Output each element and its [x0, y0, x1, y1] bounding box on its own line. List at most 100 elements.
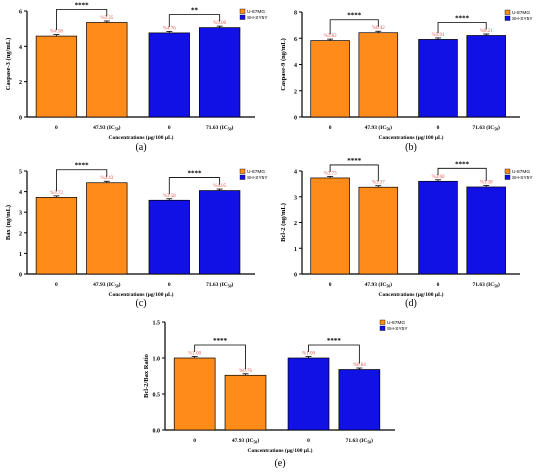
panel-caption: (d) [405, 298, 417, 309]
significance-bracket [194, 344, 246, 370]
value-label: %3.37 [372, 181, 385, 186]
bar [418, 180, 458, 275]
significance-marker: ** [191, 7, 199, 15]
x-tick-subscript: 50 [386, 128, 390, 132]
legend-swatch [379, 319, 386, 325]
value-label: %3.38 [480, 180, 493, 185]
value-label: %3.73 [324, 171, 337, 176]
value-label: %5.35 [100, 16, 113, 21]
y-tick-label: 0 [294, 273, 297, 279]
legend-label: U-87MG [512, 10, 530, 16]
panel-b: 0 2 4 6 8 Caspase-9 (ng/mL) %5.82 0 %6.42 47.93 (… [280, 9, 533, 153]
x-tick-text: 47.93 (IC [93, 281, 115, 288]
x-axis-label: Concentrations (µg/100 µL) [378, 291, 443, 298]
y-tick-label: 0 [19, 116, 22, 122]
x-tick-text: 0 [168, 125, 171, 131]
bar [173, 357, 216, 431]
legend-swatch [379, 325, 386, 331]
bar [199, 190, 241, 275]
x-tick-subscript: 50 [115, 128, 119, 132]
x-tick-label: 47.93 (IC50) [232, 437, 260, 445]
x-tick-label: 47.93 (IC50) [93, 124, 121, 132]
significance-bracket [56, 169, 108, 192]
x-tick-close: ) [371, 437, 373, 444]
y-axis-label: Bax (ng/mL) [5, 205, 12, 240]
x-tick-text: 71.63 (IC [473, 124, 495, 131]
y-tick-label: 4 [19, 190, 22, 196]
y-tick-label: 2 [294, 221, 297, 227]
significance-marker: **** [187, 170, 202, 178]
value-label: %4.05 [213, 184, 226, 189]
significance-bracket [329, 164, 379, 182]
value-label: %5.91 [432, 33, 445, 38]
value-label: %1.00 [302, 352, 315, 357]
bar [35, 35, 78, 118]
x-tick-label: 0 [55, 125, 58, 131]
legend-label: U-87MG [512, 169, 530, 175]
y-tick-label: 1 [19, 252, 22, 258]
x-tick-label: 0 [329, 125, 332, 131]
x-tick-subscript: 50 [228, 128, 232, 132]
x-tick-close: ) [231, 124, 233, 131]
significance-marker: **** [75, 162, 90, 170]
legend-label: U-87MG [247, 169, 265, 175]
x-tick-text: 47.93 (IC [232, 437, 254, 444]
legend-swatch [504, 168, 511, 174]
x-tick-label: 47.93 (IC50) [93, 281, 121, 289]
x-tick-close: ) [498, 124, 500, 131]
legend-label: SH-SY5Y [512, 175, 533, 181]
x-tick-text: 47.93 (IC [93, 124, 115, 131]
x-tick-subscript: 50 [254, 441, 258, 445]
x-tick-text: 0 [55, 125, 58, 131]
y-tick-label: 3 [294, 195, 297, 201]
value-label: %3.58 [163, 194, 176, 199]
legend-label: U-87MG [247, 9, 265, 15]
x-tick-close: ) [390, 124, 392, 131]
bar [358, 32, 399, 118]
bar [466, 35, 506, 118]
x-tick-text: 0 [193, 438, 196, 444]
y-tick-label: 2 [294, 89, 297, 95]
bar [310, 177, 350, 275]
x-tick-label: 71.63 (IC50) [206, 281, 234, 289]
y-tick-label: 0.0 [153, 429, 161, 435]
legend-label: SH-SY5Y [247, 15, 268, 21]
value-label: %5.82 [324, 34, 337, 39]
y-tick-label: 6 [294, 37, 297, 43]
x-tick-text: 0 [437, 125, 440, 131]
x-tick-subscript: 50 [115, 285, 119, 289]
x-tick-text: 47.93 (IC [365, 124, 387, 131]
x-tick-label: 0 [329, 282, 332, 288]
value-label: %6.21 [480, 29, 493, 34]
x-tick-text: 71.63 (IC [206, 124, 228, 131]
x-tick-subscript: 50 [228, 285, 232, 289]
x-axis-label: Concentrations (µg/100 µL) [108, 134, 173, 141]
x-tick-text: 0 [55, 282, 58, 288]
significance-bracket [168, 14, 221, 27]
legend-swatch [239, 174, 246, 180]
y-tick-label: 5 [19, 170, 22, 176]
x-tick-text: 71.63 (IC [346, 437, 368, 444]
legend-label: U-87MG [387, 320, 405, 326]
bar [466, 186, 506, 275]
value-label: %3.72 [50, 191, 63, 196]
x-tick-text: 0 [307, 438, 310, 444]
x-tick-label: 71.63 (IC50) [346, 437, 374, 445]
y-tick-label: 8 [294, 11, 297, 17]
x-tick-close: ) [231, 281, 233, 288]
bar [224, 374, 267, 431]
y-tick-label: 0 [19, 273, 22, 279]
panel-caption: (e) [274, 458, 285, 469]
legend-swatch [504, 174, 511, 180]
x-tick-label: 0 [168, 125, 171, 131]
legend-swatch [239, 14, 246, 20]
x-tick-label: 0 [168, 282, 171, 288]
value-label: %1.00 [188, 352, 201, 357]
bar [148, 32, 190, 118]
bar [287, 357, 330, 431]
bar [310, 40, 350, 118]
significance-bracket [437, 167, 487, 181]
